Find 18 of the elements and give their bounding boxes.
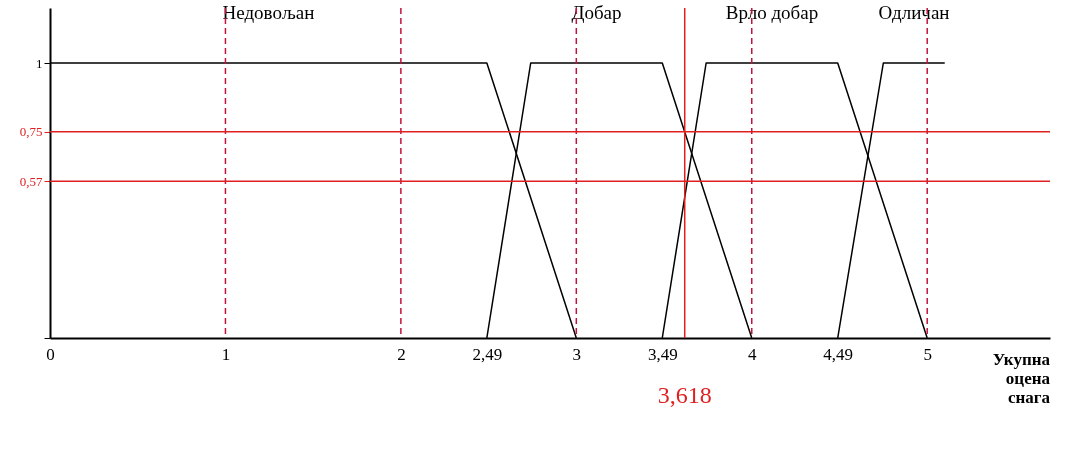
ref-line-label: 3,618	[657, 382, 712, 408]
text: Врло добар	[725, 2, 819, 23]
x-tick-label: 2,49	[472, 344, 503, 364]
x-tick-label: 5	[923, 344, 932, 364]
x-axis-title: Укупна оцена снага	[992, 350, 1051, 407]
x-tick-label: 0	[46, 344, 55, 364]
y-tick-label: 0,75	[19, 124, 43, 140]
y-tick-label: 1	[36, 55, 43, 71]
text: Добар	[571, 2, 622, 23]
text: Одличан	[878, 2, 950, 23]
text: Недовољан	[222, 2, 315, 23]
y-tick-label: 0,57	[19, 173, 43, 189]
x-tick-label: 3,49	[647, 344, 678, 364]
x-tick-label: 1	[221, 344, 231, 364]
x-tick-label: 4,49	[823, 344, 854, 364]
x-tick-label: 2	[397, 344, 406, 364]
x-tick-label: 3	[572, 344, 582, 364]
x-tick-label: 4	[748, 344, 757, 364]
